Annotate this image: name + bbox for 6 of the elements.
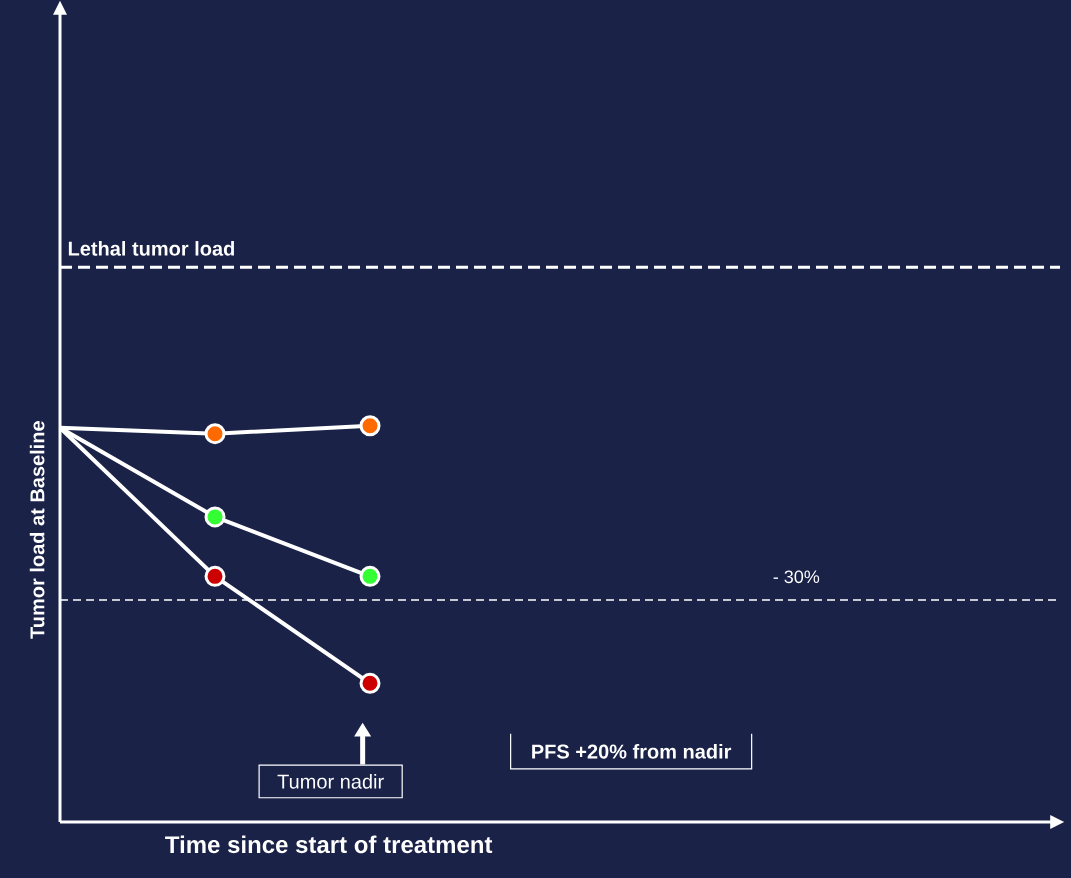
text: PFS +20% from nadir <box>532 743 732 759</box>
y-axis-title: Tumor load at Baseline <box>29 421 45 639</box>
x-axis-title: Time since start of treatment <box>165 835 493 854</box>
annotation: Tumor nadir <box>277 774 384 789</box>
ref-line-label: Lethal tumor load <box>68 241 234 256</box>
text: - 30% <box>773 570 820 584</box>
